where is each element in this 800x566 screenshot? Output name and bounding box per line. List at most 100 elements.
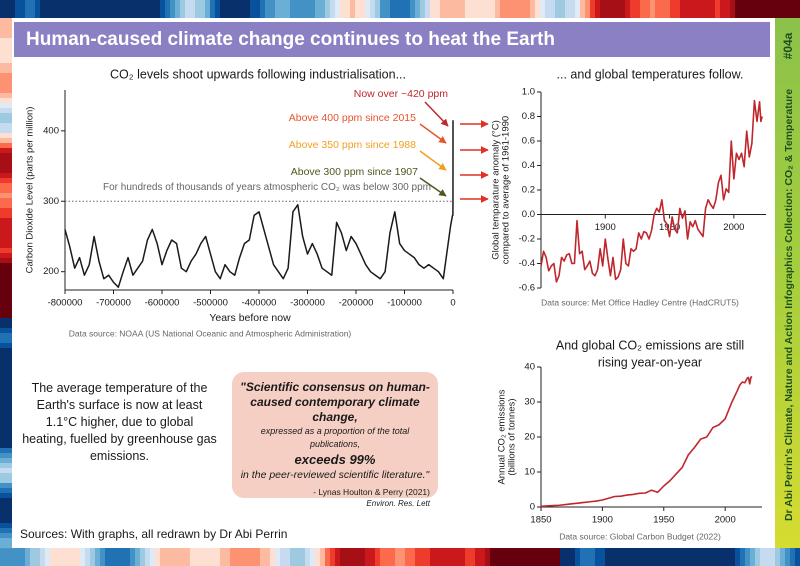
stripe xyxy=(775,0,781,18)
stripe xyxy=(35,0,41,18)
stripe xyxy=(745,548,751,566)
stripe xyxy=(195,0,201,18)
stripe xyxy=(0,433,12,439)
stripe xyxy=(275,548,281,566)
x-tick-label: 2000 xyxy=(715,515,736,526)
stripe xyxy=(450,548,456,566)
stripe xyxy=(535,0,541,18)
stripe xyxy=(165,548,171,566)
stripe xyxy=(75,0,81,18)
stripe xyxy=(270,548,276,566)
stripe xyxy=(90,0,96,18)
stripe xyxy=(660,548,666,566)
stripe xyxy=(120,0,126,18)
stripe xyxy=(0,498,12,504)
stripe xyxy=(420,0,426,18)
stripe xyxy=(0,288,12,294)
stripe xyxy=(285,0,291,18)
stripe xyxy=(0,103,12,109)
stripe xyxy=(580,0,586,18)
stripe xyxy=(440,0,446,18)
stripe xyxy=(0,308,12,314)
stripe xyxy=(485,548,491,566)
stripe xyxy=(0,198,12,204)
stripe xyxy=(425,0,431,18)
stripe xyxy=(750,0,756,18)
stripe xyxy=(105,0,111,18)
stripe xyxy=(400,548,406,566)
stripe xyxy=(370,548,376,566)
stripe xyxy=(0,73,12,79)
stripe xyxy=(485,0,491,18)
stripe xyxy=(30,0,36,18)
chart-title: rising year-on-year xyxy=(598,355,702,369)
stripe xyxy=(0,358,12,364)
stripe xyxy=(450,0,456,18)
stripe xyxy=(280,0,286,18)
stripe xyxy=(65,0,71,18)
stripe xyxy=(130,0,136,18)
stripe xyxy=(0,468,12,474)
stripe xyxy=(345,0,351,18)
quote-box: "Scientific consensus on human-caused co… xyxy=(232,372,438,508)
stripe xyxy=(300,548,306,566)
y-tick-label: 0.8 xyxy=(522,111,535,122)
stripe xyxy=(160,0,166,18)
summary-text: The average temperature of the Earth's s… xyxy=(22,381,217,463)
stripe xyxy=(775,548,781,566)
stripe xyxy=(665,548,671,566)
stripe xyxy=(385,548,391,566)
stripe xyxy=(155,548,161,566)
stripe xyxy=(185,548,191,566)
stripe xyxy=(50,0,56,18)
stripe xyxy=(360,0,366,18)
stripe xyxy=(210,548,216,566)
stripe xyxy=(755,548,761,566)
stripe xyxy=(755,0,761,18)
stripe xyxy=(0,548,6,566)
y-tick-label: -0.2 xyxy=(519,234,535,245)
stripe xyxy=(0,118,12,124)
stripe xyxy=(0,403,12,409)
stripe xyxy=(340,0,346,18)
stripe xyxy=(315,548,321,566)
stripe xyxy=(380,548,386,566)
stripe xyxy=(725,548,731,566)
stripe xyxy=(585,548,591,566)
stripe xyxy=(390,0,396,18)
stripe xyxy=(0,323,12,329)
stripe xyxy=(0,183,12,189)
stripe xyxy=(665,0,671,18)
stripe xyxy=(45,548,51,566)
stripe xyxy=(730,548,736,566)
stripe xyxy=(370,0,376,18)
stripe xyxy=(175,548,181,566)
stripe xyxy=(490,548,496,566)
stripe xyxy=(520,548,526,566)
x-tick-label: -100000 xyxy=(387,298,422,309)
stripe xyxy=(270,0,276,18)
stripe xyxy=(350,548,356,566)
stripe xyxy=(0,453,12,459)
stripe xyxy=(245,548,251,566)
stripe xyxy=(490,0,496,18)
stripe xyxy=(0,63,12,69)
stripe xyxy=(0,418,12,424)
stripe xyxy=(540,548,546,566)
stripe xyxy=(455,548,461,566)
stripe xyxy=(445,548,451,566)
stripe xyxy=(565,548,571,566)
x-tick-label: -800000 xyxy=(48,298,83,309)
stripe xyxy=(0,243,12,249)
stripe xyxy=(0,93,12,99)
title-bar xyxy=(14,22,770,57)
stripe xyxy=(220,548,226,566)
stripe xyxy=(35,548,41,566)
stripe xyxy=(715,0,721,18)
stripe xyxy=(110,548,116,566)
stripe xyxy=(465,0,471,18)
x-tick-label: 1900 xyxy=(592,515,613,526)
stripe xyxy=(170,0,176,18)
stripe xyxy=(0,368,12,374)
stripe xyxy=(0,493,12,499)
